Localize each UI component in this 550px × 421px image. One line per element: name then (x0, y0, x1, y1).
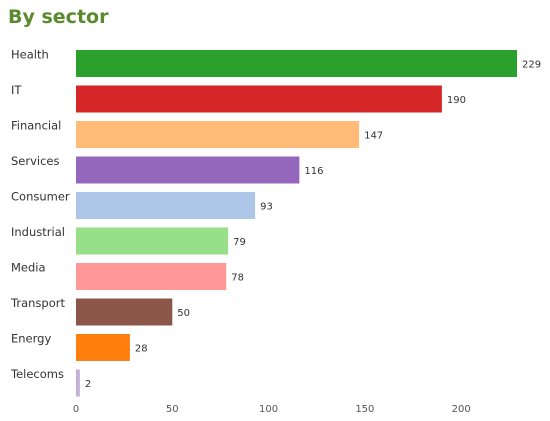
value-label: 79 (233, 237, 246, 248)
value-label: 2 (85, 379, 91, 390)
bar[interactable] (76, 263, 227, 290)
value-label: 28 (135, 344, 148, 355)
x-tick-label: 100 (259, 404, 278, 415)
value-label: 50 (177, 308, 190, 319)
bar[interactable] (76, 369, 80, 397)
bar[interactable] (76, 121, 360, 148)
category-label: Media (11, 261, 46, 275)
category-label: Services (11, 154, 60, 168)
value-labels: 229 190 147 116 93 79 78 50 28 2 (85, 60, 541, 391)
bar[interactable] (76, 192, 256, 219)
category-label: Energy (11, 332, 51, 346)
bar[interactable] (76, 156, 300, 184)
x-tick-label: 50 (166, 404, 179, 415)
bar[interactable] (76, 334, 130, 361)
x-axis-ticks: 0 50 100 150 200 (73, 404, 471, 415)
x-tick-label: 0 (73, 404, 79, 415)
bars (76, 50, 517, 397)
category-label: Transport (10, 296, 65, 310)
value-label: 93 (260, 202, 273, 213)
bar[interactable] (76, 227, 229, 255)
category-label: IT (11, 83, 22, 97)
x-tick-label: 150 (355, 404, 374, 415)
chart-title: By sector (8, 6, 109, 28)
value-label: 229 (522, 60, 541, 71)
value-label: 116 (304, 166, 323, 177)
value-label: 78 (231, 273, 244, 284)
category-label: Consumer (11, 190, 70, 204)
bar[interactable] (76, 85, 442, 113)
x-tick-label: 200 (452, 404, 471, 415)
category-labels: Health IT Financial Services Consumer Industr… (10, 48, 70, 382)
category-label: Financial (11, 119, 61, 133)
value-label: 147 (364, 131, 383, 142)
value-label: 190 (447, 95, 466, 106)
category-label: Industrial (11, 225, 65, 239)
category-label: Health (11, 48, 49, 62)
bar[interactable] (76, 298, 173, 326)
category-label: Telecoms (10, 367, 64, 381)
bar[interactable] (76, 50, 517, 77)
